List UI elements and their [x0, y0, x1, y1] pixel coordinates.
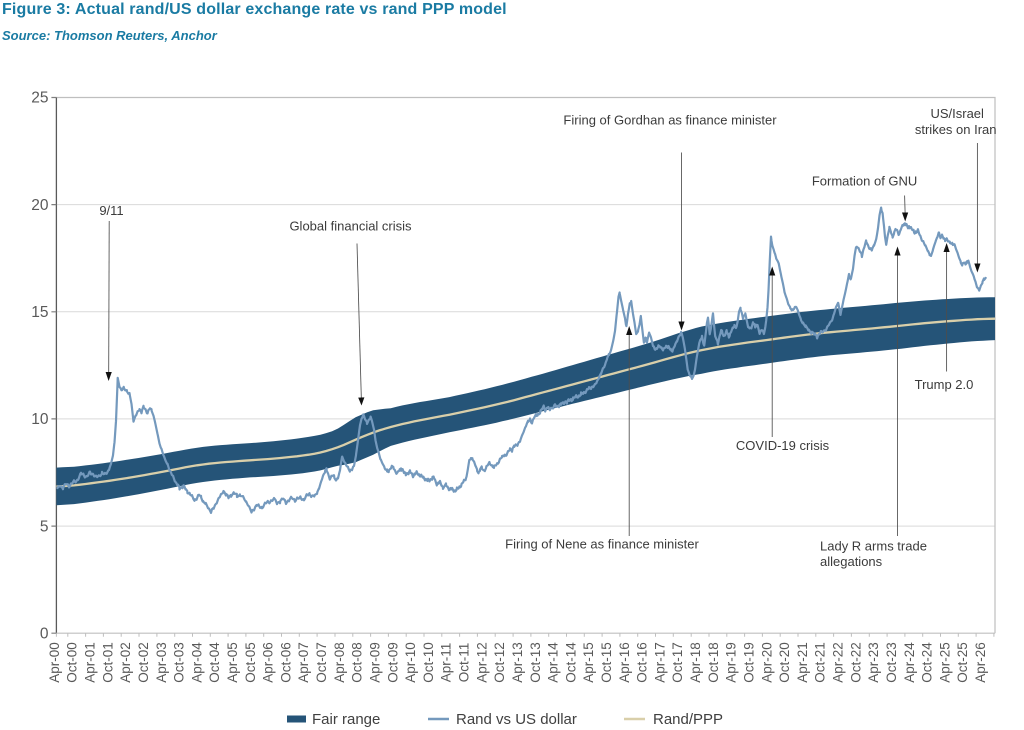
svg-text:Oct-03: Oct-03: [172, 642, 187, 683]
svg-text:Apr-25: Apr-25: [937, 642, 952, 683]
svg-text:Oct-10: Oct-10: [421, 642, 436, 683]
svg-text:Apr-08: Apr-08: [332, 642, 347, 683]
svg-text:Source: Thomson Reuters, Ancho: Source: Thomson Reuters, Anchor: [2, 28, 218, 43]
svg-text:Trump 2.0: Trump 2.0: [915, 377, 974, 392]
svg-text:Oct-01: Oct-01: [100, 642, 115, 683]
svg-text:Apr-24: Apr-24: [902, 642, 917, 683]
svg-text:Oct-05: Oct-05: [243, 642, 258, 683]
svg-text:Apr-00: Apr-00: [47, 642, 62, 683]
svg-text:25: 25: [31, 90, 48, 107]
svg-text:Oct-13: Oct-13: [528, 642, 543, 683]
svg-text:Oct-17: Oct-17: [670, 642, 685, 683]
svg-text:Oct-20: Oct-20: [777, 642, 792, 683]
svg-text:Apr-22: Apr-22: [831, 642, 846, 683]
svg-text:Apr-02: Apr-02: [118, 642, 133, 683]
svg-text:10: 10: [31, 411, 49, 428]
svg-text:Oct-06: Oct-06: [278, 642, 293, 683]
svg-text:Apr-18: Apr-18: [688, 642, 703, 683]
svg-text:Formation of GNU: Formation of GNU: [812, 173, 917, 188]
svg-text:allegations: allegations: [820, 554, 883, 569]
svg-text:Oct-09: Oct-09: [385, 642, 400, 683]
svg-text:Oct-25: Oct-25: [955, 642, 970, 683]
svg-text:Oct-18: Oct-18: [706, 642, 721, 683]
svg-text:Oct-02: Oct-02: [136, 642, 151, 683]
svg-text:Apr-17: Apr-17: [652, 642, 667, 683]
svg-text:Apr-03: Apr-03: [154, 642, 169, 683]
svg-text:Apr-05: Apr-05: [225, 642, 240, 683]
svg-text:Apr-12: Apr-12: [474, 642, 489, 683]
svg-text:Firing of Nene as finance mini: Firing of Nene as finance minister: [505, 537, 699, 552]
svg-text:Oct-15: Oct-15: [599, 642, 614, 683]
svg-text:Rand vs US dollar: Rand vs US dollar: [456, 711, 577, 728]
svg-text:0: 0: [40, 625, 49, 642]
svg-text:Apr-11: Apr-11: [439, 643, 454, 683]
svg-text:COVID-19 crisis: COVID-19 crisis: [736, 438, 830, 453]
svg-text:Oct-23: Oct-23: [884, 642, 899, 683]
svg-text:Oct-16: Oct-16: [635, 642, 650, 683]
svg-text:Apr-04: Apr-04: [189, 642, 204, 683]
svg-text:Apr-26: Apr-26: [973, 642, 988, 683]
svg-text:Oct-08: Oct-08: [350, 642, 365, 683]
svg-text:Apr-01: Apr-01: [83, 642, 98, 683]
svg-text:Apr-16: Apr-16: [617, 642, 632, 683]
svg-text:Apr-09: Apr-09: [368, 642, 383, 683]
svg-text:Global financial crisis: Global financial crisis: [289, 219, 412, 234]
svg-text:Apr-23: Apr-23: [866, 642, 881, 683]
svg-text:Rand/PPP: Rand/PPP: [653, 711, 723, 728]
svg-text:Oct-22: Oct-22: [848, 642, 863, 683]
svg-text:Apr-06: Apr-06: [261, 642, 276, 683]
svg-text:Firing of Gordhan as finance m: Firing of Gordhan as finance minister: [563, 112, 777, 127]
svg-text:Oct-11: Oct-11: [457, 643, 472, 683]
svg-text:5: 5: [40, 518, 49, 535]
svg-text:Apr-20: Apr-20: [759, 642, 774, 683]
svg-text:Oct-19: Oct-19: [742, 642, 757, 683]
svg-text:15: 15: [31, 304, 48, 321]
svg-text:US/Israel: US/Israel: [930, 106, 984, 121]
svg-text:Oct-04: Oct-04: [207, 642, 222, 683]
svg-text:Apr-10: Apr-10: [403, 642, 418, 683]
svg-text:Oct-12: Oct-12: [492, 642, 507, 683]
svg-text:Apr-07: Apr-07: [296, 642, 311, 683]
svg-text:Oct-21: Oct-21: [813, 642, 828, 683]
svg-text:Oct-14: Oct-14: [563, 642, 578, 683]
svg-text:Apr-15: Apr-15: [581, 642, 596, 683]
svg-text:Apr-21: Apr-21: [795, 642, 810, 683]
svg-text:Figure 3: Actual rand/US dolla: Figure 3: Actual rand/US dollar exchange…: [2, 1, 507, 18]
svg-text:Fair range: Fair range: [312, 711, 380, 728]
svg-text:9/11: 9/11: [99, 203, 123, 218]
svg-text:Lady R arms trade: Lady R arms trade: [820, 538, 927, 553]
svg-text:strikes on Iran: strikes on Iran: [915, 122, 997, 137]
svg-text:Oct-24: Oct-24: [920, 642, 935, 683]
svg-text:Oct-00: Oct-00: [65, 642, 80, 683]
svg-text:Oct-07: Oct-07: [314, 642, 329, 683]
svg-text:Apr-13: Apr-13: [510, 642, 525, 683]
svg-text:Apr-14: Apr-14: [546, 642, 561, 683]
svg-text:20: 20: [31, 197, 49, 214]
svg-text:Apr-19: Apr-19: [724, 642, 739, 683]
